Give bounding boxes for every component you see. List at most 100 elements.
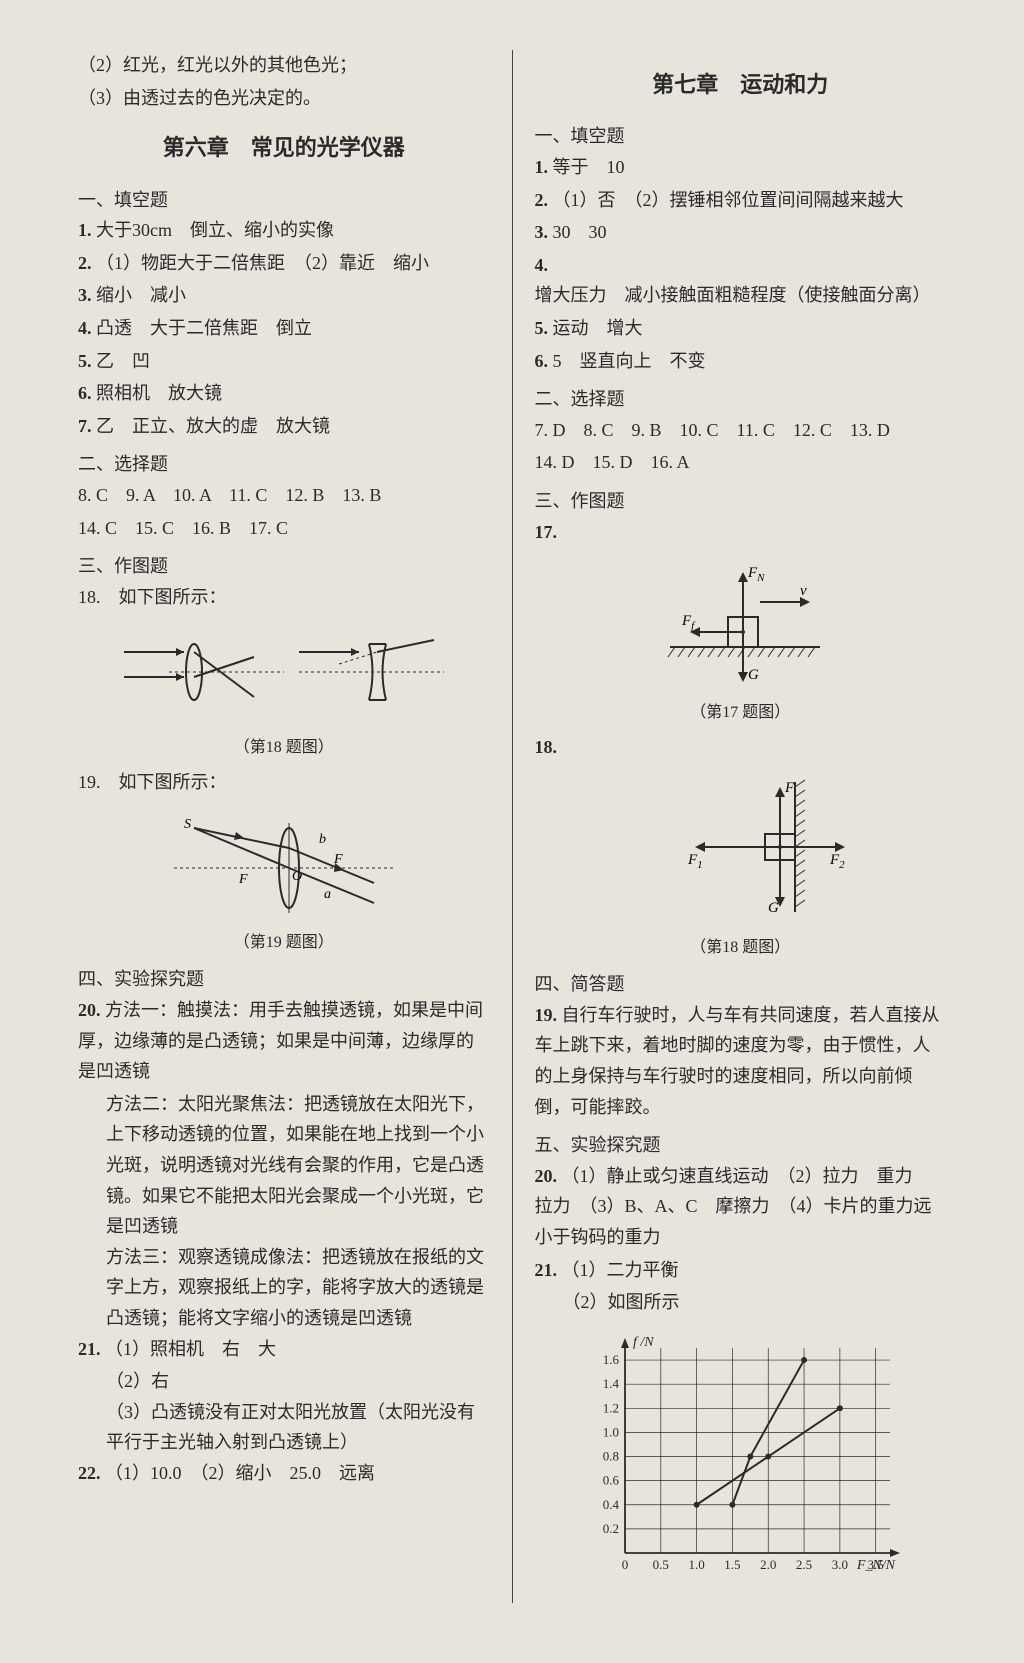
label-ff: Ff — [681, 613, 696, 632]
rq3: 3. 30 30 — [535, 217, 947, 248]
svg-text:b: b — [319, 832, 326, 847]
q-num: 22. — [78, 1463, 101, 1483]
label-f: F — [784, 780, 795, 796]
q21-a: （1）照相机 右 大 — [105, 1339, 276, 1359]
q-num: 21. — [78, 1339, 101, 1359]
figure-18r-caption: （第18 题图） — [535, 934, 947, 961]
rq6: 6. 5 竖直向上 不变 — [535, 346, 947, 377]
q21a-text: （1）二力平衡 — [562, 1260, 679, 1280]
q-text: 乙 凹 — [96, 351, 150, 371]
rq5: 5. 运动 增大 — [535, 313, 947, 344]
page: （2）红光，红光以外的其他色光； （3）由透过去的色光决定的。 第六章 常见的光… — [0, 0, 1024, 1663]
q-text: 乙 正立、放大的虚 放大镜 — [96, 416, 330, 436]
section-shortanswer: 四、简答题 — [535, 969, 947, 1000]
svg-text:F: F — [333, 852, 343, 867]
figure-17r: FN G Ff v （第17 题图） — [535, 557, 947, 726]
q19-label: 19. 如下图所示： — [78, 767, 490, 798]
q21: 21. （1）照相机 右 大 — [78, 1334, 490, 1365]
figure-17r-caption: （第17 题图） — [535, 699, 947, 726]
q-text: 大于30cm 倒立、缩小的实像 — [96, 220, 334, 240]
column-divider — [512, 50, 513, 1603]
figure-18r: F G F1 F2 （第18 题图） — [535, 772, 947, 961]
section-fill-blank-r: 一、填空题 — [535, 121, 947, 152]
q-num: 1. — [78, 220, 92, 240]
figure-19-caption: （第19 题图） — [78, 929, 490, 956]
q-num: 17. — [535, 522, 558, 542]
svg-text:3.0: 3.0 — [832, 1557, 848, 1572]
rq2: 2. （1）否 （2）摆锤相邻位置间间隔越来越大 — [535, 185, 947, 216]
right-column: 第七章 运动和力 一、填空题 1. 等于 10 2. （1）否 （2）摆锤相邻位… — [517, 50, 965, 1603]
svg-text:0.8: 0.8 — [603, 1448, 619, 1463]
q-text: 等于 10 — [553, 157, 625, 177]
q-text: 运动 增大 — [553, 318, 643, 338]
svg-text:0.5: 0.5 — [653, 1557, 669, 1572]
q20-method3: 方法三：观察透镜成像法：把透镜放在报纸的文字上方，观察报纸上的字，能将字放大的透… — [78, 1242, 490, 1334]
choice-line-2: 14. C 15. C 16. B 17. C — [78, 513, 490, 544]
svg-text:f /N: f /N — [633, 1335, 654, 1350]
svg-text:1.4: 1.4 — [603, 1376, 620, 1391]
q22-text: （1）10.0 （2）缩小 25.0 远离 — [105, 1463, 375, 1483]
preamble-2: （2）红光，红光以外的其他色光； — [78, 50, 490, 81]
q-text: 照相机 放大镜 — [96, 383, 222, 403]
q7: 7. 乙 正立、放大的虚 放大镜 — [78, 411, 490, 442]
choice-line-1: 8. C 9. A 10. A 11. C 12. B 13. B — [78, 480, 490, 511]
svg-text:2.5: 2.5 — [796, 1557, 812, 1572]
section-drawing-r: 三、作图题 — [535, 486, 947, 517]
q-num: 20. — [535, 1166, 558, 1186]
section-experiment-r: 五、实验探究题 — [535, 1130, 947, 1161]
q21b-text: （2）如图所示 — [535, 1287, 947, 1318]
choice-line-2r: 14. D 15. D 16. A — [535, 447, 947, 478]
force-diagram-icon: FN G Ff v — [640, 557, 840, 687]
svg-text:S: S — [184, 817, 191, 832]
svg-text:1.2: 1.2 — [603, 1400, 619, 1415]
label-v: v — [800, 583, 807, 599]
q-text: 凸透 大于二倍焦距 倒立 — [96, 318, 312, 338]
q22: 22. （1）10.0 （2）缩小 25.0 远离 — [78, 1458, 490, 1489]
q21-b: （2）右 — [78, 1366, 490, 1397]
label-f1: F1 — [687, 852, 703, 871]
chart-21: 00.51.01.52.02.53.03.50.20.40.60.81.01.2… — [535, 1328, 947, 1598]
q4: 4. 凸透 大于二倍焦距 倒立 — [78, 313, 490, 344]
q-num: 6. — [535, 351, 549, 371]
label-g2: G — [768, 900, 779, 916]
q-num: 6. — [78, 383, 92, 403]
q-num: 2. — [78, 253, 92, 273]
q-num: 5. — [535, 318, 549, 338]
label-fn: FN — [747, 565, 765, 584]
choice-line-1r: 7. D 8. C 9. B 10. C 11. C 12. C 13. D — [535, 415, 947, 446]
left-column: （2）红光，红光以外的其他色光； （3）由透过去的色光决定的。 第六章 常见的光… — [60, 50, 508, 1603]
section-fill-blank: 一、填空题 — [78, 185, 490, 216]
lens-ray-diagram-icon — [114, 622, 454, 722]
rq21: 21. （1）二力平衡 — [535, 1255, 947, 1286]
section-choice-r: 二、选择题 — [535, 384, 947, 415]
section-drawing: 三、作图题 — [78, 551, 490, 582]
q-num: 21. — [535, 1260, 558, 1280]
q18-label: 18. 如下图所示： — [78, 582, 490, 613]
chapter-6-title: 第六章 常见的光学仪器 — [78, 129, 490, 166]
q-num: 18. — [535, 737, 558, 757]
q3: 3. 缩小 减小 — [78, 280, 490, 311]
q20-method1: 方法一：触摸法：用手去触摸透镜，如果是中间厚，边缘薄的是凸透镜；如果是中间薄，边… — [78, 1000, 483, 1081]
q20: 20. 方法一：触摸法：用手去触摸透镜，如果是中间厚，边缘薄的是凸透镜；如果是中… — [78, 995, 490, 1087]
q-num: 3. — [78, 285, 92, 305]
q-text: 缩小 减小 — [96, 285, 186, 305]
q-num: 3. — [535, 222, 549, 242]
q-num: 5. — [78, 351, 92, 371]
rq17: 17. — [535, 517, 947, 548]
preamble-3: （3）由透过去的色光决定的。 — [78, 83, 490, 114]
chapter-7-title: 第七章 运动和力 — [535, 66, 947, 103]
label-g: G — [748, 667, 759, 683]
svg-text:0: 0 — [622, 1557, 629, 1572]
svg-text:1.6: 1.6 — [603, 1352, 620, 1367]
rq4: 4. 增大压力 减小接触面粗糙程度（使接触面分离） — [535, 250, 947, 311]
q-num: 20. — [78, 1000, 101, 1020]
figure-18: （第18 题图） — [78, 622, 490, 761]
q5: 5. 乙 凹 — [78, 346, 490, 377]
q-text: （1）物距大于二倍焦距 （2）靠近 缩小 — [96, 253, 429, 273]
svg-text:2.0: 2.0 — [760, 1557, 776, 1572]
section-experiment: 四、实验探究题 — [78, 964, 490, 995]
q-num: 19. — [535, 1005, 558, 1025]
line-chart-icon: 00.51.01.52.02.53.03.50.20.40.60.81.01.2… — [575, 1328, 905, 1588]
q-text: 30 30 — [553, 222, 607, 242]
q-text: 增大压力 减小接触面粗糙程度（使接触面分离） — [535, 285, 931, 305]
